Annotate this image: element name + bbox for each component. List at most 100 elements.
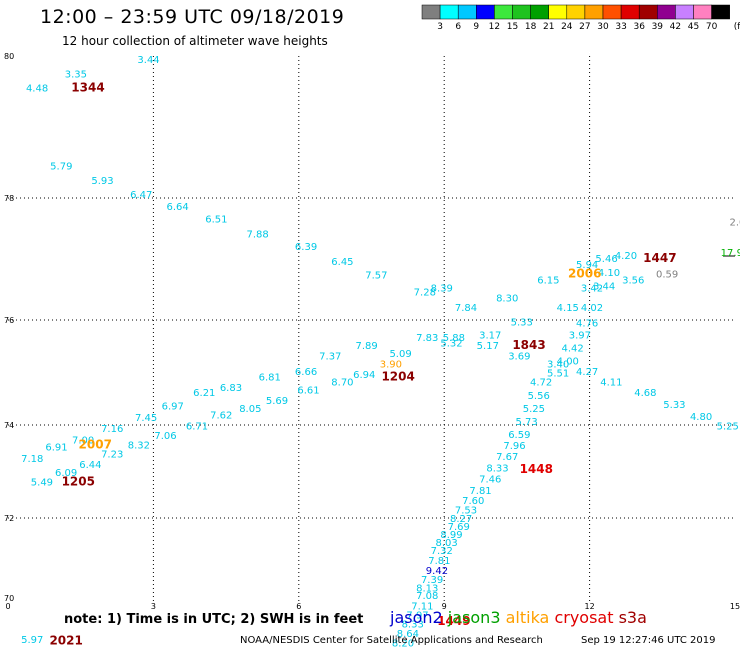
colorbar-tick-label: 42 bbox=[670, 22, 681, 32]
wave-height-label: 5.94 bbox=[576, 260, 598, 271]
wave-height-label: 3.17 bbox=[479, 330, 501, 341]
wave-height-label: 4.68 bbox=[634, 388, 656, 399]
wave-height-label: 6.59 bbox=[508, 430, 530, 441]
wave-height-label: 4.00 bbox=[557, 357, 579, 368]
wave-height-label: 5.46 bbox=[595, 254, 617, 265]
legend-cryosat: cryosat bbox=[554, 608, 614, 627]
wave-height-label: 8.70 bbox=[331, 378, 353, 389]
chart-title: 12:00 – 23:59 UTC 09/18/2019 bbox=[40, 6, 345, 28]
wave-height-label: 6.09 bbox=[55, 468, 77, 479]
legend-s3a: s3a bbox=[618, 608, 647, 627]
wave-height-label: 6.47 bbox=[130, 190, 152, 201]
wave-height-label: 7.81 bbox=[469, 486, 491, 497]
wave-height-label: 4.72 bbox=[530, 378, 552, 389]
colorbar-tick-label: 12 bbox=[489, 22, 500, 32]
wave-height-label: 6.39 bbox=[295, 242, 317, 253]
colorbar-swatch bbox=[494, 4, 513, 20]
x-tick-label: 0 bbox=[5, 602, 10, 611]
colorbar-tick-label: 9 bbox=[473, 22, 479, 32]
wave-height-label: 7.06 bbox=[154, 431, 176, 442]
footer-credit: NOAA/NESDIS Center for Satellite Applica… bbox=[240, 635, 543, 646]
wave-height-label: 5.93 bbox=[91, 176, 113, 187]
wave-height-label: 3.35 bbox=[65, 69, 87, 80]
colorbar-tick-label: 70 bbox=[706, 22, 718, 32]
y-tick-label: 76 bbox=[4, 316, 14, 325]
x-tick-label: 9 bbox=[442, 602, 447, 611]
colorbar-tick-label: 3 bbox=[437, 22, 443, 32]
legend-altika: altika bbox=[505, 608, 550, 627]
x-tick-label: 12 bbox=[585, 602, 595, 611]
wave-height-label: 3.69 bbox=[508, 351, 530, 362]
wave-height-label: 5.32 bbox=[440, 338, 462, 349]
wave-height-label: 7.81 bbox=[428, 556, 450, 567]
colorbar-swatch bbox=[566, 4, 586, 20]
colorbar-swatch bbox=[457, 4, 477, 20]
colorbar-tick-label: 45 bbox=[688, 22, 699, 32]
wave-height-label: 6.51 bbox=[205, 214, 227, 225]
y-tick-label: 70 bbox=[4, 594, 14, 603]
colorbar-swatch bbox=[602, 4, 622, 20]
wave-height-label: 8.13 bbox=[416, 584, 438, 595]
time-label: 1344 bbox=[71, 81, 104, 95]
wave-height-label: 7.67 bbox=[496, 452, 518, 463]
grid-lines bbox=[8, 56, 735, 602]
y-tick-label: 78 bbox=[4, 194, 14, 203]
wave-height-label: 8.39 bbox=[431, 283, 453, 294]
colorbar-tick-label: 18 bbox=[525, 22, 537, 32]
wave-height-label: 7.46 bbox=[479, 475, 501, 486]
colorbar-tick-label: 15 bbox=[507, 22, 518, 32]
wave-height-label: 4.20 bbox=[615, 251, 637, 262]
colorbar-swatch bbox=[439, 4, 459, 20]
colorbar-tick-label: 30 bbox=[597, 22, 609, 32]
colorbar-tick-label: 21 bbox=[543, 22, 554, 32]
time-label: 1843 bbox=[512, 338, 545, 352]
wave-height-label: 9.42 bbox=[426, 566, 448, 577]
wave-height-label: 5.33 bbox=[511, 317, 533, 328]
wave-height-label: 6.94 bbox=[353, 370, 375, 381]
colorbar-tick-label: 24 bbox=[561, 22, 573, 32]
wave-height-label: 8.20 bbox=[392, 639, 414, 650]
y-tick-label: 72 bbox=[4, 514, 14, 523]
wave-height-label: 5.97 bbox=[21, 635, 43, 646]
wave-height-label: 3.44 bbox=[593, 282, 615, 293]
wave-height-label: 5.09 bbox=[389, 349, 411, 360]
wave-height-label: 6.97 bbox=[162, 401, 184, 412]
wave-height-label: 8.33 bbox=[486, 464, 508, 475]
wave-height-label: 6.91 bbox=[45, 443, 67, 454]
wave-height-label: 7.62 bbox=[210, 411, 232, 422]
wave-height-label: 7.32 bbox=[431, 546, 453, 557]
wave-height-label: 4.11 bbox=[600, 378, 622, 389]
colorbar-tick-label: 39 bbox=[652, 22, 664, 32]
wave-height-label: 7.53 bbox=[455, 505, 477, 516]
wave-height-label: 6.61 bbox=[297, 386, 319, 397]
wave-height-label: 4.02 bbox=[581, 303, 603, 314]
wave-height-label: 5.51 bbox=[547, 369, 569, 380]
wave-height-label: 3.40 bbox=[547, 359, 569, 370]
wave-height-label: 6.45 bbox=[331, 257, 353, 268]
time-label: 1447 bbox=[643, 251, 676, 265]
wave-height-label: 7.28 bbox=[414, 288, 436, 299]
wave-height-label: 6.83 bbox=[220, 383, 242, 394]
wave-height-label: 4.10 bbox=[598, 268, 620, 279]
colorbar-tick-label: 33 bbox=[615, 22, 626, 32]
wave-height-label: 8.32 bbox=[128, 440, 150, 451]
wave-height-label: 7.16 bbox=[101, 424, 123, 435]
colorbar-swatch bbox=[638, 4, 658, 20]
wave-height-label: 17.96 bbox=[721, 248, 740, 259]
wave-height-label: 5.25 bbox=[523, 404, 545, 415]
wave-height-label: 3.44 bbox=[137, 55, 159, 66]
chart-subtitle: 12 hour collection of altimeter wave hei… bbox=[62, 34, 328, 48]
wave-height-label: 8.64 bbox=[397, 629, 419, 640]
wave-height-label: 4.80 bbox=[690, 412, 712, 423]
legend-jason2: jason2 bbox=[390, 608, 443, 627]
wave-height-label: 3.42 bbox=[581, 283, 603, 294]
wave-height-label: 6.15 bbox=[537, 275, 559, 286]
time-labels: 1344 2006 1447 1843 1204 2007 1205 1448 1449 2021 bbox=[49, 81, 676, 648]
wave-height-label: 7.18 bbox=[21, 454, 43, 465]
x-tick-label: 3 bbox=[151, 602, 156, 611]
y-tick-label: 74 bbox=[4, 421, 14, 430]
colorbar-swatch bbox=[657, 4, 676, 20]
time-label: 1448 bbox=[520, 462, 553, 476]
